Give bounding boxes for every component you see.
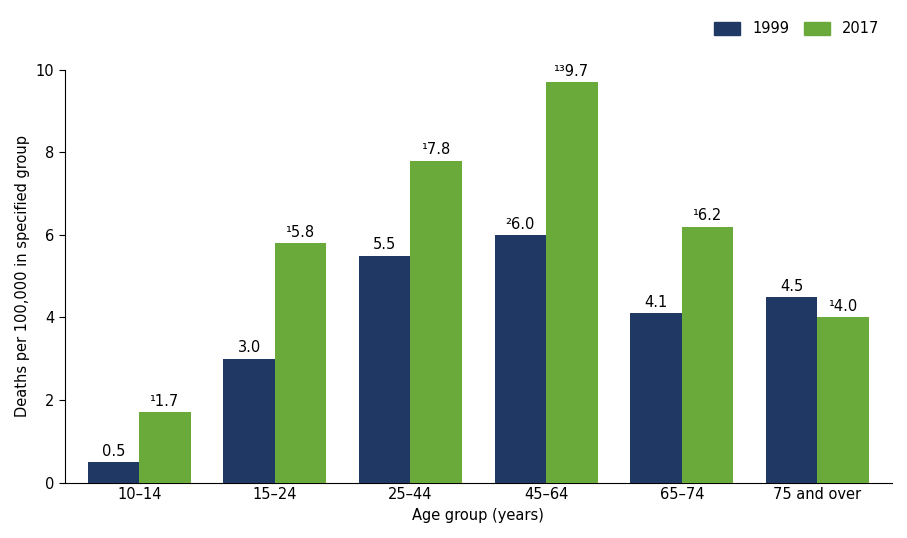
Text: 5.5: 5.5 xyxy=(373,237,396,252)
Text: 4.1: 4.1 xyxy=(644,295,668,310)
Bar xyxy=(766,297,817,483)
Text: ²6.0: ²6.0 xyxy=(506,217,535,232)
Bar xyxy=(630,313,682,483)
Bar xyxy=(546,82,598,483)
Text: 3.0: 3.0 xyxy=(238,341,260,356)
Text: ¹³9.7: ¹³9.7 xyxy=(554,64,590,79)
Bar xyxy=(817,317,869,483)
X-axis label: Age group (years): Age group (years) xyxy=(413,508,544,523)
Bar xyxy=(411,161,462,483)
Text: ¹5.8: ¹5.8 xyxy=(286,225,315,240)
Bar xyxy=(682,226,733,483)
Bar xyxy=(359,256,411,483)
Bar xyxy=(275,243,327,483)
Bar xyxy=(494,235,546,483)
Y-axis label: Deaths per 100,000 in specified group: Deaths per 100,000 in specified group xyxy=(15,135,30,417)
Bar xyxy=(139,413,190,483)
Text: ¹1.7: ¹1.7 xyxy=(151,394,180,409)
Text: 0.5: 0.5 xyxy=(102,444,125,458)
Text: ¹4.0: ¹4.0 xyxy=(829,299,858,314)
Text: ¹6.2: ¹6.2 xyxy=(693,208,722,223)
Text: 4.5: 4.5 xyxy=(780,279,804,294)
Bar xyxy=(88,462,139,483)
Bar xyxy=(223,359,275,483)
Text: ¹7.8: ¹7.8 xyxy=(422,143,451,157)
Legend: 1999, 2017: 1999, 2017 xyxy=(708,15,884,42)
